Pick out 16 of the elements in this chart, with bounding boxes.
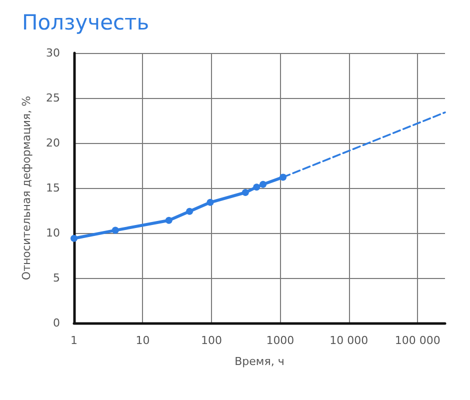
chart-title: Ползучесть <box>22 10 150 34</box>
x-tick-label: 100 <box>200 334 222 347</box>
x-tick-label: 1000 <box>266 334 294 347</box>
y-tick-label: 0 <box>53 316 60 330</box>
x-tick-label: 1 <box>70 334 78 347</box>
x-axis-title: Время, ч <box>234 355 284 368</box>
y-tick-label: 15 <box>46 182 60 194</box>
y-tick-label: 10 <box>46 226 60 240</box>
x-tick-label: 100 000 <box>394 334 440 347</box>
x-tick-label: 10 000 <box>330 334 368 347</box>
y-tick-label: 5 <box>53 272 60 284</box>
x-tick-label: 10 <box>136 334 150 347</box>
y-tick-label: 25 <box>46 92 60 104</box>
y-tick-label: 30 <box>46 46 60 60</box>
y-tick-label: 20 <box>46 136 60 150</box>
y-axis-title: Относительная деформация, % <box>20 96 33 280</box>
